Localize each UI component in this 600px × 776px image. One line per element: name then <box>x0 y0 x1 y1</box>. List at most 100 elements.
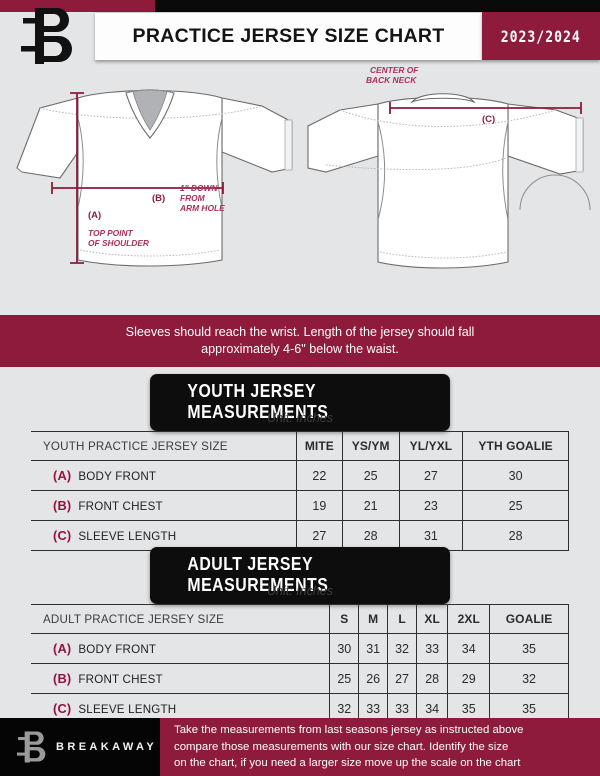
adult-cell-1-5: 32 <box>489 663 569 694</box>
table-row: (B) FRONT CHEST 19 21 23 25 <box>31 490 569 521</box>
youth-cell-2-2: 31 <box>398 520 463 551</box>
adult-col-header-1: S <box>329 604 359 634</box>
youth-row-1-name: FRONT CHEST <box>78 500 163 513</box>
back-neck-note-1: CENTER OF <box>370 65 419 75</box>
adult-cell-1-1: 26 <box>358 663 388 694</box>
adult-cell-0-4: 34 <box>447 633 490 664</box>
footer-line-2: compare those measurements with our size… <box>174 740 509 753</box>
footer-brand-name: BREAKAWAY <box>56 741 158 753</box>
adult-cell-1-2: 27 <box>387 663 417 694</box>
back-neck-note-2: BACK NECK <box>366 75 417 85</box>
label-b-note-2: FROM <box>180 193 206 203</box>
measure-line-a <box>70 92 84 264</box>
adult-row-0-label: (A) BODY FRONT <box>31 633 330 664</box>
youth-cell-1-1: 21 <box>341 490 400 521</box>
adult-section-title: ADULT JERSEY MEASUREMENTS <box>187 554 329 595</box>
youth-col-header-3: YL/YXL <box>398 431 463 461</box>
adult-table-header-row: ADULT PRACTICE JERSEY SIZE S M L XL 2XL … <box>31 604 569 634</box>
adult-section-badge: ADULT JERSEY MEASUREMENTS <box>150 547 450 604</box>
adult-unit-label: Unit: Inches <box>266 584 334 598</box>
youth-section-title: YOUTH JERSEY MEASUREMENTS <box>187 381 329 422</box>
jersey-diagram: .out { fill:#fff; stroke:#6b6b6b; stroke… <box>16 65 591 269</box>
youth-section-badge: YOUTH JERSEY MEASUREMENTS <box>150 374 450 431</box>
brand-logo <box>0 8 95 64</box>
youth-table-header-row: YOUTH PRACTICE JERSEY SIZE MITE YS/YM YL… <box>31 431 569 461</box>
label-a-note-1: TOP POINT <box>88 228 134 238</box>
label-a: (A) <box>88 210 101 221</box>
breakaway-b-icon <box>20 8 72 64</box>
adult-cell-1-3: 28 <box>415 663 448 694</box>
youth-cell-1-0: 19 <box>296 490 343 521</box>
footer-instructions: Take the measurements from last seasons … <box>160 718 600 776</box>
adult-row-2-code: (C) <box>53 701 72 716</box>
season-badge-text: 2023/2024 <box>501 26 581 46</box>
youth-measurements-table: YOUTH PRACTICE JERSEY SIZE MITE YS/YM YL… <box>31 431 569 551</box>
adult-measurements-table: ADULT PRACTICE JERSEY SIZE S M L XL 2XL … <box>31 604 569 724</box>
youth-row-2-code: (C) <box>53 528 72 543</box>
youth-unit-label: Unit: Inches <box>266 411 334 425</box>
adult-cell-0-3: 33 <box>415 633 448 664</box>
jersey-back-illustration: (C) CENTER OF BACK NECK <box>307 65 591 269</box>
youth-cell-0-1: 25 <box>341 460 400 491</box>
instruction-banner: Sleeves should reach the wrist. Length o… <box>0 315 600 367</box>
youth-row-0-code: (A) <box>53 468 72 483</box>
measure-line-b <box>51 182 224 194</box>
youth-cell-2-3: 28 <box>462 520 569 551</box>
page-title: PRACTICE JERSEY SIZE CHART <box>95 12 482 60</box>
adult-row-1-code: (B) <box>53 671 72 686</box>
banner-line-1: Sleeves should reach the wrist. Length o… <box>125 324 475 339</box>
adult-row-1-name: FRONT CHEST <box>78 673 163 686</box>
adult-cell-0-2: 32 <box>387 633 417 664</box>
label-a-note-2: OF SHOULDER <box>88 238 149 248</box>
youth-row-0-name: BODY FRONT <box>78 470 157 483</box>
label-b-note-3: ARM HOLE <box>179 203 225 213</box>
label-b: (B) <box>152 193 165 204</box>
header-top-strip <box>0 0 600 12</box>
adult-row-0-code: (A) <box>53 641 72 656</box>
adult-row-2-name: SLEEVE LENGTH <box>78 703 177 716</box>
adult-row-1-label: (B) FRONT CHEST <box>31 663 330 694</box>
breakaway-b-icon-footer <box>17 731 46 763</box>
adult-col-header-2: M <box>358 604 388 634</box>
youth-cell-1-2: 23 <box>398 490 463 521</box>
table-row: (B) FRONT CHEST 25 26 27 28 29 32 <box>31 663 569 694</box>
label-b-note-1: 1" DOWN <box>180 183 218 193</box>
table-row: (A) BODY FRONT 30 31 32 33 34 35 <box>31 633 569 664</box>
youth-col-header-2: YS/YM <box>341 431 400 461</box>
adult-col-header-4: XL <box>415 604 448 634</box>
footer-brand: BREAKAWAY <box>0 718 160 776</box>
youth-row-1-label: (B) FRONT CHEST <box>31 490 297 521</box>
measure-line-c <box>389 102 582 114</box>
adult-cell-0-5: 35 <box>489 633 569 664</box>
youth-col-header-0: YOUTH PRACTICE JERSEY SIZE <box>31 431 297 461</box>
season-badge: 2023/2024 <box>482 12 600 60</box>
youth-cell-0-2: 27 <box>398 460 463 491</box>
banner-line-2: approximately 4-6" below the waist. <box>201 342 399 356</box>
adult-col-header-6: GOALIE <box>489 604 569 634</box>
youth-col-header-1: MITE <box>296 431 343 461</box>
youth-cell-2-0: 27 <box>296 520 343 551</box>
jersey-front-illustration: (A) TOP POINT OF SHOULDER (B) 1" DOWN FR… <box>16 89 293 267</box>
header-bar: PRACTICE JERSEY SIZE CHART 2023/2024 <box>0 8 600 64</box>
youth-cell-0-3: 30 <box>462 460 569 491</box>
youth-row-2-name: SLEEVE LENGTH <box>78 530 177 543</box>
youth-cell-1-3: 25 <box>462 490 569 521</box>
page-title-text: PRACTICE JERSEY SIZE CHART <box>132 25 445 47</box>
header-strip-black <box>155 0 600 12</box>
youth-cell-2-1: 28 <box>341 520 400 551</box>
footer-line-3: on the chart, if you need a larger size … <box>174 757 521 770</box>
youth-row-1-code: (B) <box>53 498 72 513</box>
footer-line-1: Take the measurements from last seasons … <box>174 724 524 737</box>
footer: BREAKAWAY Take the measurements from las… <box>0 718 600 776</box>
label-c: (C) <box>482 114 495 125</box>
table-row: (C) SLEEVE LENGTH 27 28 31 28 <box>31 520 569 551</box>
youth-row-0-label: (A) BODY FRONT <box>31 460 297 491</box>
youth-col-header-4: YTH GOALIE <box>462 431 569 461</box>
table-row: (A) BODY FRONT 22 25 27 30 <box>31 460 569 491</box>
adult-cell-0-1: 31 <box>358 633 388 664</box>
adult-row-0-name: BODY FRONT <box>78 643 157 656</box>
youth-cell-0-0: 22 <box>296 460 343 491</box>
adult-cell-1-4: 29 <box>447 663 490 694</box>
youth-row-2-label: (C) SLEEVE LENGTH <box>31 520 297 551</box>
